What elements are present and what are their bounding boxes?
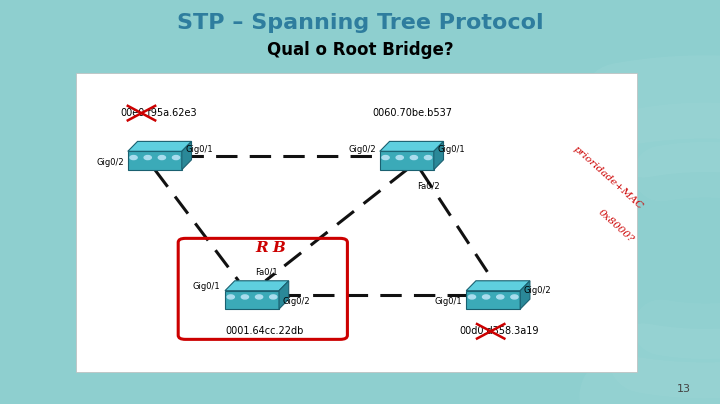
- Circle shape: [482, 295, 490, 299]
- Text: Qual o Root Bridge?: Qual o Root Bridge?: [266, 41, 454, 59]
- Text: 0060.70be.b537: 0060.70be.b537: [373, 108, 453, 118]
- Text: R B: R B: [256, 240, 287, 255]
- Text: prioridade+MAC: prioridade+MAC: [572, 144, 645, 211]
- Polygon shape: [225, 291, 279, 309]
- Text: Gig0/1: Gig0/1: [186, 145, 213, 154]
- Polygon shape: [380, 151, 433, 170]
- Circle shape: [269, 295, 276, 299]
- Polygon shape: [279, 281, 289, 309]
- Circle shape: [410, 156, 418, 160]
- Polygon shape: [467, 281, 530, 291]
- FancyBboxPatch shape: [76, 73, 637, 372]
- Text: Gig0/1: Gig0/1: [435, 297, 463, 306]
- Polygon shape: [181, 141, 192, 170]
- Polygon shape: [128, 141, 192, 151]
- Text: 0x8000?: 0x8000?: [596, 208, 635, 244]
- Circle shape: [130, 156, 137, 160]
- Circle shape: [511, 295, 518, 299]
- Circle shape: [158, 156, 166, 160]
- Text: 13: 13: [678, 384, 691, 394]
- Circle shape: [144, 156, 151, 160]
- Polygon shape: [225, 281, 289, 291]
- Text: Fa0/1: Fa0/1: [256, 268, 278, 277]
- Text: 0001.64cc.22db: 0001.64cc.22db: [225, 326, 303, 336]
- Text: Fa0/2: Fa0/2: [418, 182, 440, 191]
- Circle shape: [173, 156, 180, 160]
- Text: 00e0.f95a.62e3: 00e0.f95a.62e3: [121, 108, 197, 118]
- Circle shape: [228, 295, 235, 299]
- Text: Gig0/2: Gig0/2: [348, 145, 376, 154]
- Polygon shape: [433, 141, 444, 170]
- Text: STP – Spanning Tree Protocol: STP – Spanning Tree Protocol: [176, 13, 544, 34]
- Polygon shape: [521, 281, 530, 309]
- Text: Gig0/1: Gig0/1: [193, 282, 220, 291]
- Circle shape: [396, 156, 403, 160]
- Circle shape: [382, 156, 390, 160]
- Circle shape: [497, 295, 504, 299]
- Polygon shape: [128, 151, 181, 170]
- Text: Gig0/2: Gig0/2: [524, 286, 552, 295]
- Circle shape: [241, 295, 248, 299]
- Polygon shape: [380, 141, 444, 151]
- Circle shape: [469, 295, 476, 299]
- Circle shape: [256, 295, 263, 299]
- Circle shape: [424, 156, 432, 160]
- Text: 00d0.d358.3a19: 00d0.d358.3a19: [459, 326, 539, 336]
- Text: Gig0/2: Gig0/2: [96, 158, 124, 166]
- Text: Gig0/1: Gig0/1: [438, 145, 465, 154]
- Polygon shape: [467, 291, 521, 309]
- Text: Gig0/2: Gig0/2: [282, 297, 310, 306]
